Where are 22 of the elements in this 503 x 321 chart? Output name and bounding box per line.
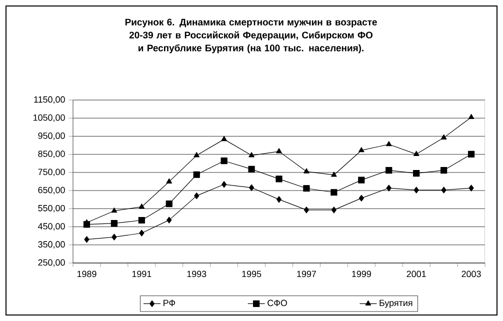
x-tick-label: 1999 <box>352 270 371 278</box>
y-tick-label: 750,00 <box>38 168 65 176</box>
y-tick-label: 350,00 <box>38 241 65 249</box>
x-tick-label: 2001 <box>406 270 426 278</box>
y-tick-label: 650,00 <box>38 186 65 194</box>
legend-label: РФ <box>164 300 176 306</box>
x-tick-label: 1995 <box>242 270 262 278</box>
y-tick-label: 1050,00 <box>34 114 65 122</box>
y-tick-label: 850,00 <box>38 150 65 158</box>
legend-label: Бурятия <box>380 300 412 308</box>
x-tick-label: 1991 <box>132 270 152 278</box>
y-tick-label: 250,00 <box>38 259 65 267</box>
x-tick-label: 1997 <box>297 270 316 278</box>
y-tick-label: 550,00 <box>38 204 65 212</box>
x-tick-label: 1993 <box>187 270 206 278</box>
y-tick-label: 450,00 <box>38 223 65 230</box>
chart-title: Рисунок 6. Динамика смертности мужчин в возрасте 20-39 лет в Российской Федерации, Сибирском ФО и Республике Бурятия (на 100 тыс. населения). <box>125 18 377 54</box>
x-tick-label: 1989 <box>77 270 96 278</box>
legend-label: СФО <box>268 300 287 306</box>
y-tick-label: 1150,00 <box>34 96 65 104</box>
y-tick-label: 950,00 <box>38 132 65 140</box>
x-tick-label: 2003 <box>462 270 481 278</box>
